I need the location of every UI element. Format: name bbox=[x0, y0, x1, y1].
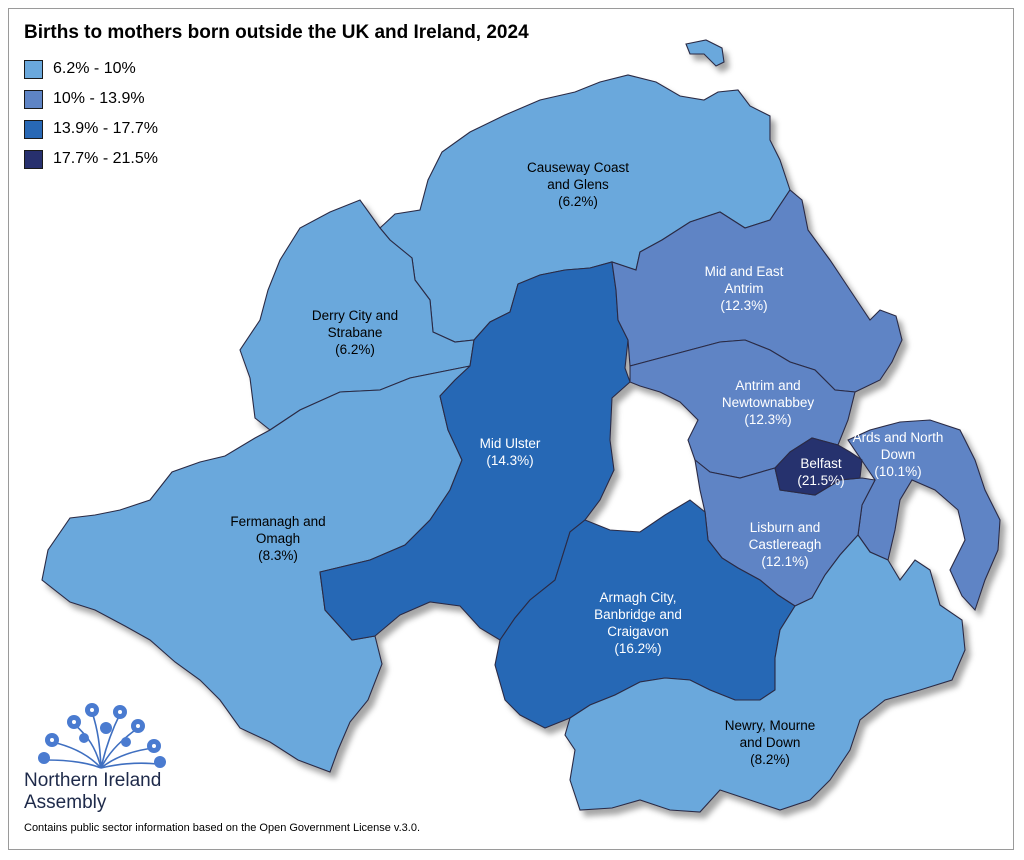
legend-label: 13.9% - 17.7% bbox=[53, 120, 158, 137]
label-midulster: Mid Ulster (14.3%) bbox=[480, 436, 541, 468]
region-belfast[interactable] bbox=[774, 437, 863, 496]
label-fermanagh: Fermanagh and Omagh (8.3%) bbox=[230, 514, 325, 563]
region-labels: Causeway Coast and Glens (6.2%) Derry City… bbox=[230, 160, 943, 767]
legend-label: 6.2% - 10% bbox=[53, 60, 136, 77]
legend-swatch bbox=[24, 89, 43, 109]
legend-swatch bbox=[24, 119, 43, 139]
legend-swatch bbox=[24, 149, 43, 169]
footnote: Contains public sector information based… bbox=[24, 822, 421, 834]
legend-item: 10% - 13.9% bbox=[24, 84, 158, 114]
label-lisburn: Lisburn and Castlereagh (12.1%) bbox=[749, 520, 822, 569]
legend-item: 13.9% - 17.7% bbox=[24, 114, 158, 144]
assembly-logo-text: Northern Ireland Assembly bbox=[24, 770, 161, 814]
label-belfast: Belfast (21.5%) bbox=[797, 456, 844, 488]
flax-flower-icon bbox=[38, 703, 166, 769]
logo-line-1: Northern Ireland bbox=[24, 770, 162, 791]
logo-line-2: Assembly bbox=[24, 792, 107, 813]
legend-item: 6.2% - 10% bbox=[24, 54, 158, 84]
label-antrimnewtown: Antrim and Newtownabbey (12.3%) bbox=[722, 378, 815, 427]
label-causeway: Causeway Coast and Glens (6.2%) bbox=[527, 160, 629, 209]
label-midantrim: Mid and East Antrim (12.3%) bbox=[705, 264, 784, 313]
map-title: Births to mothers born outside the UK an… bbox=[24, 22, 529, 43]
label-newry: Newry, Mourne and Down (8.2%) bbox=[725, 718, 816, 767]
label-ards: Ards and North Down (10.1%) bbox=[853, 430, 944, 479]
rathlin-island bbox=[685, 39, 725, 67]
legend-label: 10% - 13.9% bbox=[53, 90, 145, 107]
legend-label: 17.7% - 21.5% bbox=[53, 150, 158, 167]
region-newry-mourne-and-down[interactable] bbox=[564, 534, 966, 813]
label-abc: Armagh City, Banbridge and Craigavon (16.2%… bbox=[594, 590, 682, 656]
label-derry: Derry City and Strabane (6.2%) bbox=[312, 308, 398, 357]
legend-swatch bbox=[24, 59, 43, 79]
legend-item: 17.7% - 21.5% bbox=[24, 144, 158, 174]
legend: 6.2% - 10% 10% - 13.9% 13.9% - 17.7% 17.… bbox=[24, 54, 158, 174]
